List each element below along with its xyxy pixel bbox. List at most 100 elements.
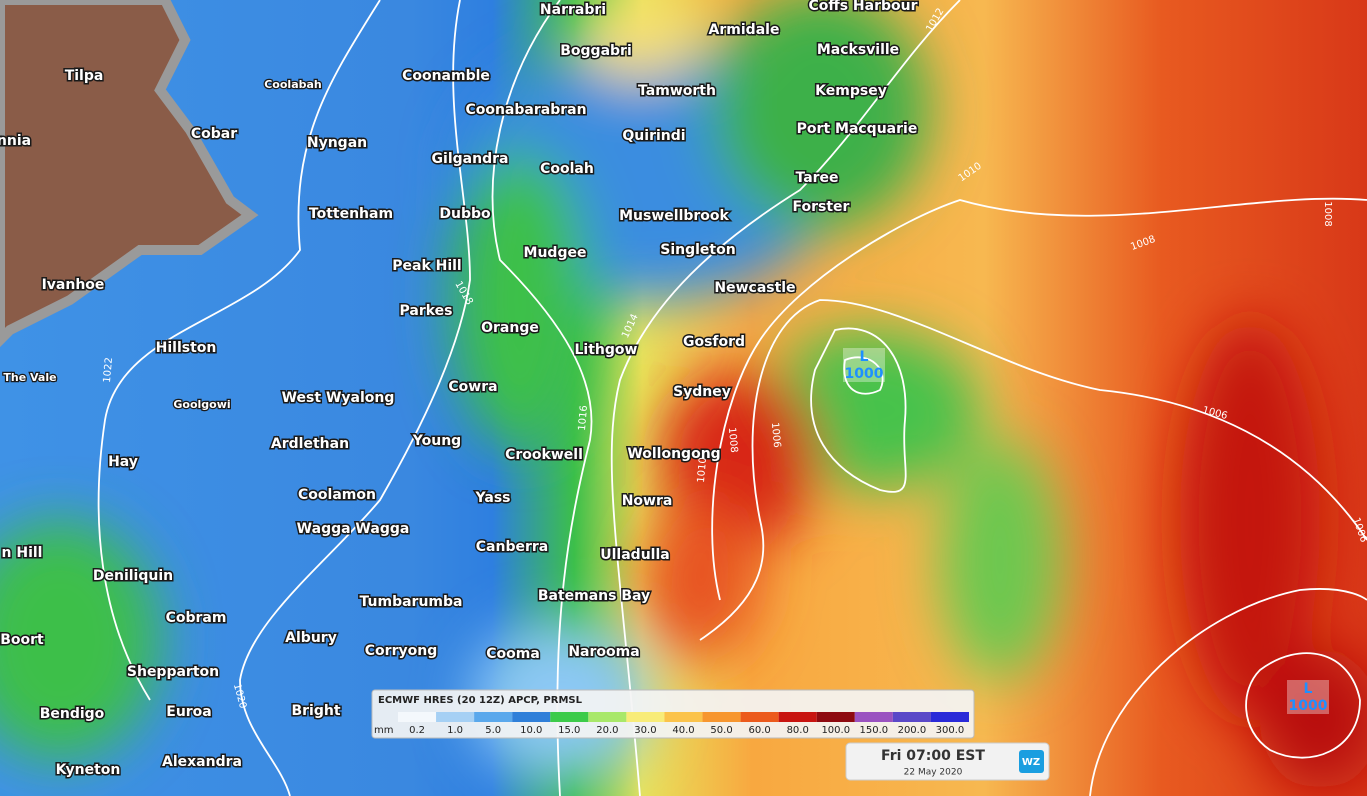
town-label: Newcastle [714, 280, 795, 296]
town-label: Coffs Harbour [808, 0, 917, 14]
town-label: Gosford [683, 334, 745, 350]
legend-label: 200.0 [898, 725, 927, 736]
town-label: Crookwell [505, 447, 583, 463]
town-label: Shepparton [127, 664, 219, 680]
town-label: Forster [793, 199, 850, 215]
town-label: Kyneton [56, 762, 121, 778]
date-label: 22 May 2020 [904, 768, 963, 778]
town-label: Cobar [191, 126, 237, 142]
low-bg [1287, 680, 1329, 714]
legend-swatch [778, 712, 817, 722]
town-label: Dubbo [439, 206, 491, 222]
town-label: Tottenham [309, 206, 393, 222]
legend-swatch [854, 712, 893, 722]
legend-label: 15.0 [558, 725, 580, 736]
town-label: Canberra [476, 539, 548, 555]
town-label: Macksville [817, 42, 899, 58]
town-label: Taree [795, 170, 838, 186]
isobar-label: 1008 [726, 427, 739, 453]
legend-swatch [512, 712, 551, 722]
town-label: Alexandra [162, 754, 242, 770]
town-label: Quirindi [622, 128, 685, 144]
legend-label: 30.0 [634, 725, 656, 736]
town-label: Cobram [166, 610, 227, 626]
logo-bg[interactable] [1019, 750, 1044, 773]
legend-label: 0.2 [409, 725, 425, 736]
town-label: Bright [291, 703, 340, 719]
legend-unit: mm [374, 725, 393, 736]
isobar-label: 1006 [769, 422, 782, 448]
legend-swatch [588, 712, 627, 722]
legend-swatch [816, 712, 855, 722]
town-label: Yass [475, 490, 511, 506]
town-label: Mudgee [524, 245, 587, 261]
town-label: Narooma [568, 644, 639, 660]
town-label: Batemans Bay [538, 588, 650, 604]
legend: ECMWF HRES (20 12Z) APCP, PRMSL mm 0.2 1.… [371, 689, 975, 739]
town-label: Armidale [709, 22, 780, 38]
town-label: Cooma [486, 646, 540, 662]
town-label: Peak Hill [392, 258, 462, 274]
town-label: Muswellbrook [619, 208, 729, 224]
isobars [97, 0, 1367, 796]
time-box: Fri 07:00 EST 22 May 2020 WZ [845, 742, 1050, 781]
town-label: Port Macquarie [797, 121, 918, 137]
low-pressure: 1000 [845, 366, 884, 382]
legend-label: 40.0 [672, 725, 694, 736]
town-label: The Vale [3, 371, 56, 384]
town-label: Parkes [400, 303, 453, 319]
town-label: Kempsey [815, 83, 887, 99]
town-label: Nowra [622, 493, 673, 509]
legend-swatch [892, 712, 931, 722]
town-label: Bendigo [40, 706, 105, 722]
low-letter: L [1304, 681, 1313, 697]
town-label: Cowra [448, 379, 497, 395]
town-label: Boort [0, 632, 44, 648]
town-label: Orange [481, 320, 539, 336]
isobar-label: 1016 [577, 405, 590, 431]
legend-label: 1.0 [447, 725, 463, 736]
town-label: Ardlethan [271, 436, 349, 452]
low-bg [843, 348, 885, 382]
town-label: Wollongong [627, 446, 720, 462]
low-pressure: 1000 [1289, 698, 1328, 714]
town-label: Boggabri [560, 43, 632, 59]
town-label: Singleton [660, 242, 735, 258]
land-area [0, 0, 259, 348]
town-label: West Wyalong [282, 390, 395, 406]
legend-label: 100.0 [821, 725, 850, 736]
town-labels: Narrabri Coffs Harbour Armidale Boggabri Mac… [0, 0, 919, 780]
town-label: Corryong [365, 643, 437, 659]
legend-label: 60.0 [749, 725, 771, 736]
town-label: Tamworth [638, 83, 716, 99]
town-label: Ulladulla [600, 547, 669, 563]
legend-label: 10.0 [520, 725, 542, 736]
legend-label: 150.0 [860, 725, 889, 736]
legend-swatch [930, 712, 969, 722]
legend-swatch [474, 712, 513, 722]
legend-swatch [702, 712, 741, 722]
legend-swatch [436, 712, 475, 722]
town-label: Lithgow [575, 342, 638, 358]
town-label: Narrabri [540, 2, 606, 18]
legend-label: 5.0 [485, 725, 501, 736]
legend-title: ECMWF HRES (20 12Z) APCP, PRMSL [378, 695, 583, 706]
legend-label: 50.0 [710, 725, 732, 736]
town-label: Coonabarabran [465, 102, 586, 118]
town-label: Young [412, 433, 461, 449]
logo[interactable]: WZ [1022, 757, 1040, 768]
town-label: Coolamon [298, 487, 376, 503]
time-box-bg [845, 742, 1050, 781]
isobar-label: 1008 [1322, 201, 1333, 226]
town-label: Hay [108, 454, 138, 470]
legend-swatch [626, 712, 665, 722]
town-label: Ivanhoe [42, 277, 105, 293]
town-label: Albury [285, 630, 337, 646]
legend-label: 80.0 [787, 725, 809, 736]
town-label: Coolabah [264, 78, 322, 91]
legend-swatch [664, 712, 703, 722]
legend-swatch [550, 712, 589, 722]
